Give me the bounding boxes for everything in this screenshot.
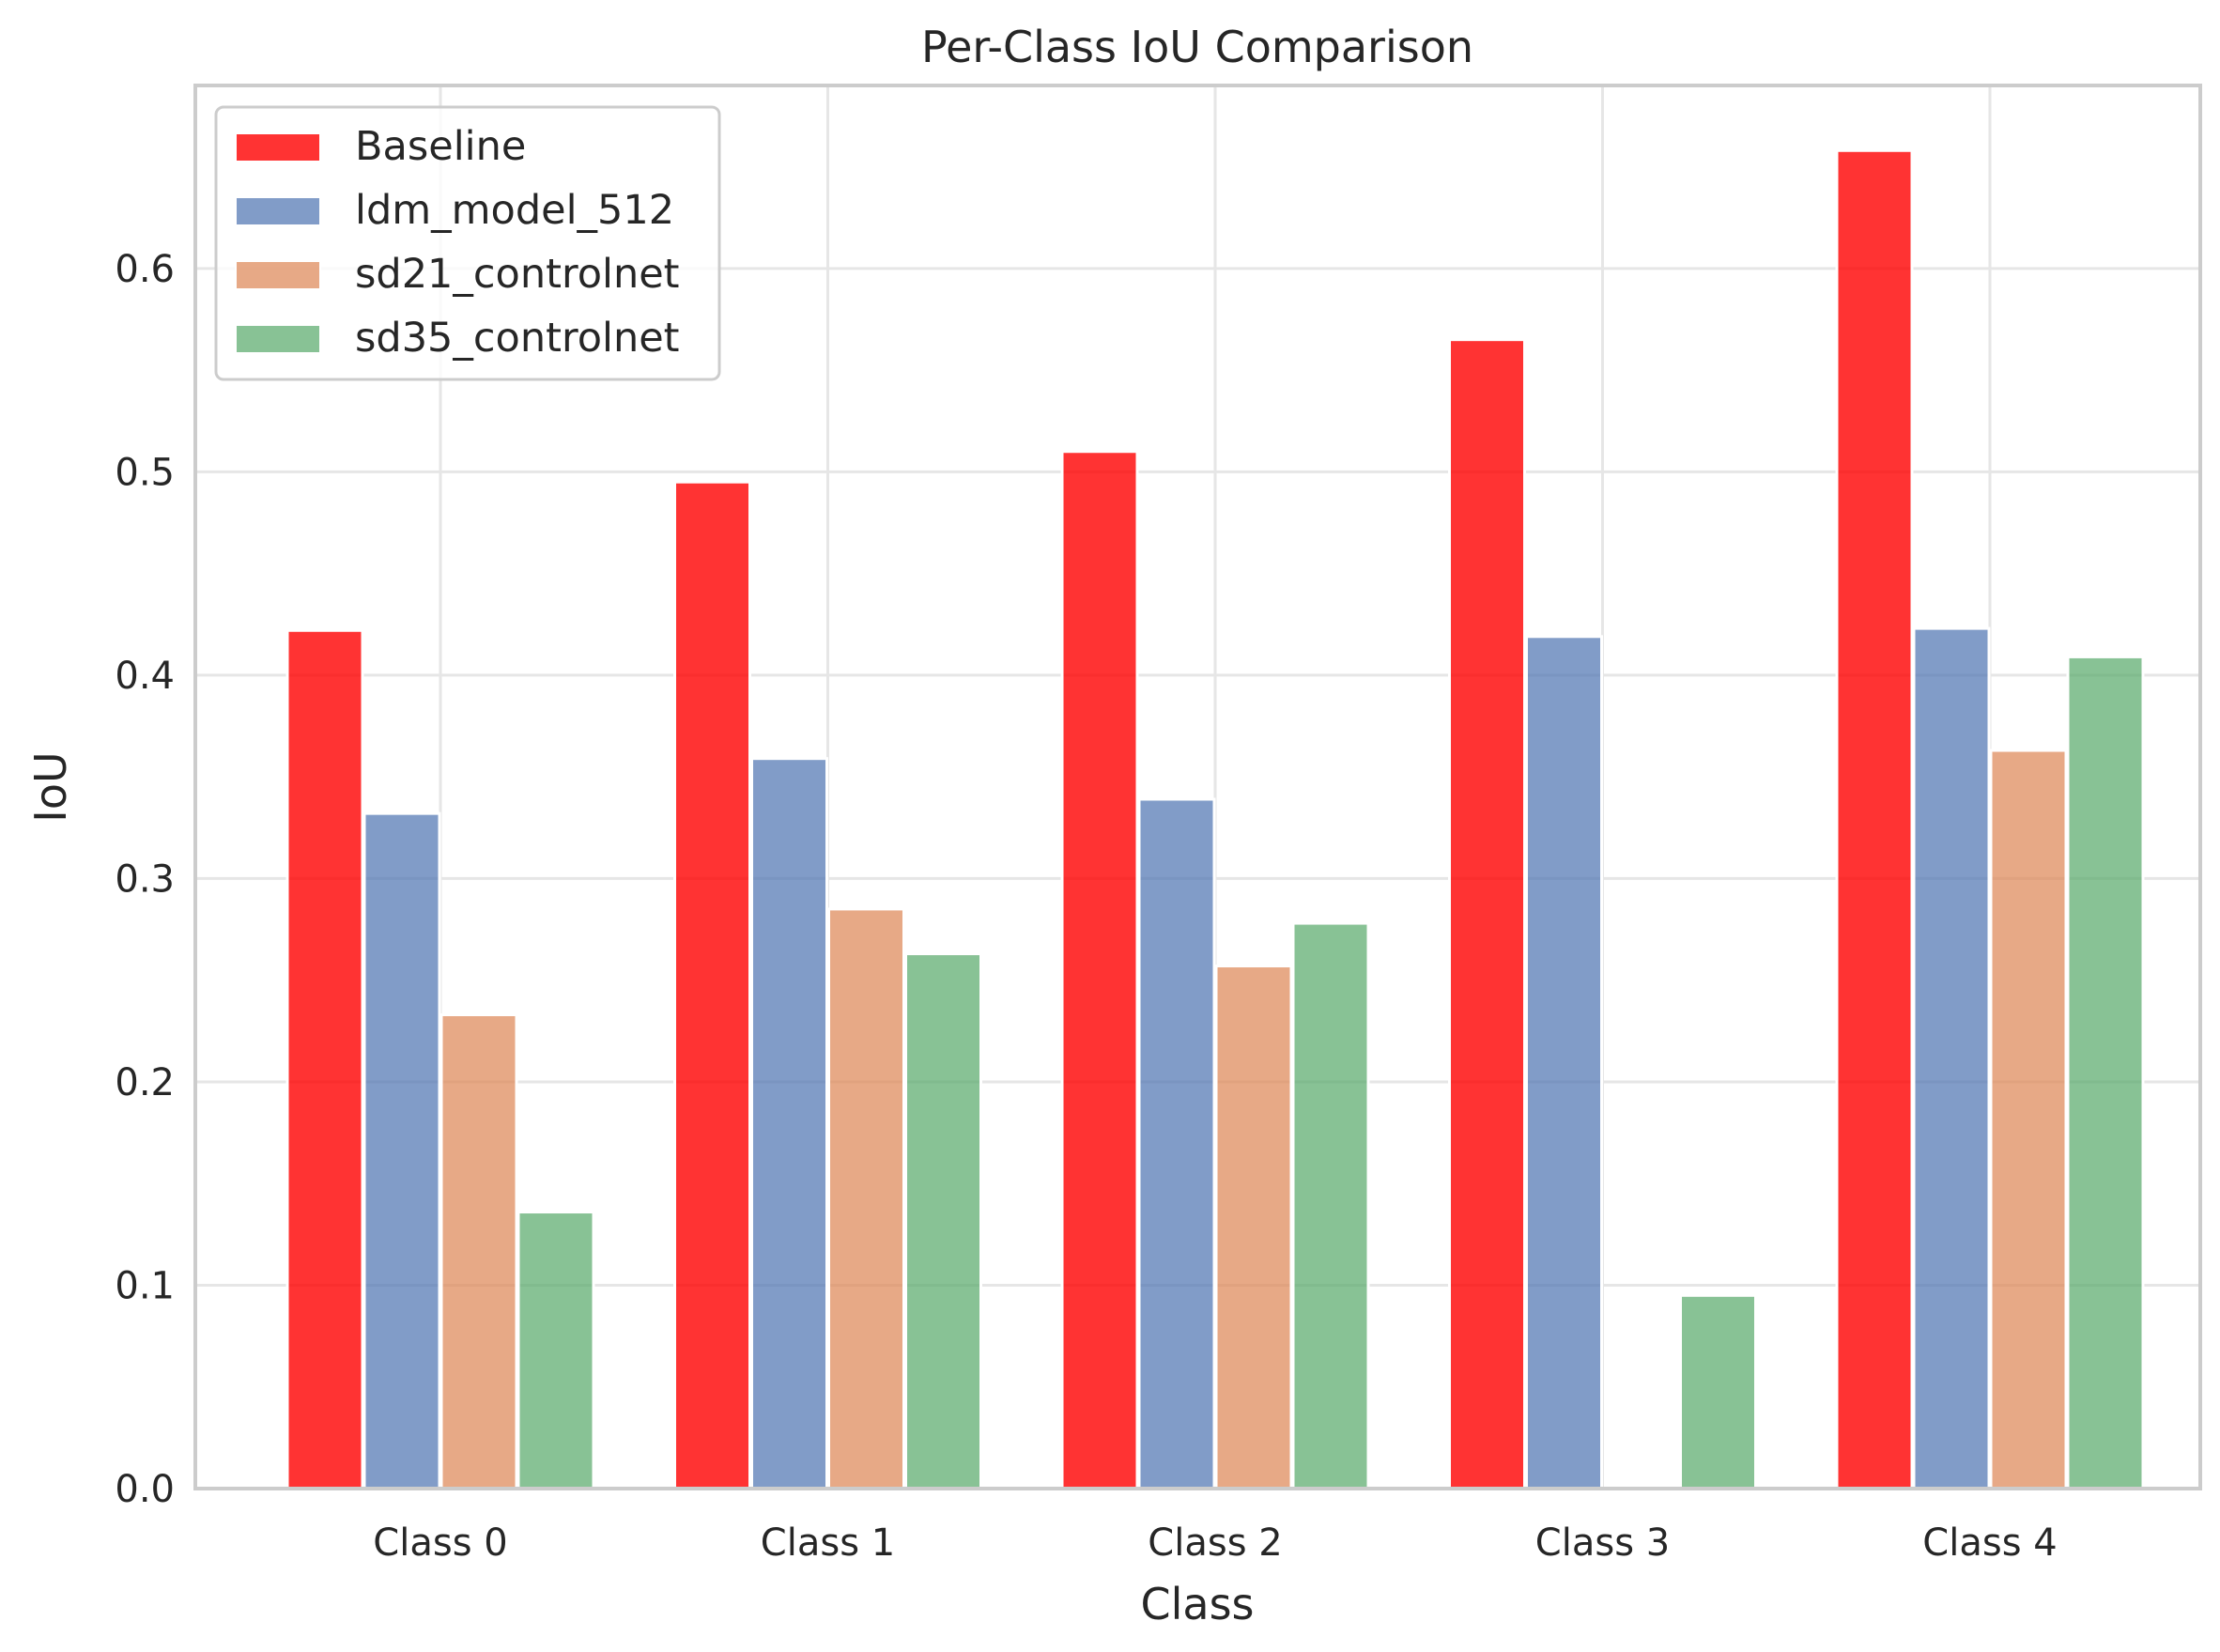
chart-title: Per-Class IoU Comparison — [921, 22, 1473, 72]
legend-swatch — [235, 196, 321, 226]
y-axis-label: IoU — [25, 751, 76, 822]
bar-sd21_controlnet-class-1 — [827, 907, 905, 1490]
x-tick-label: Class 3 — [1535, 1521, 1670, 1565]
y-tick-label: 0.5 — [115, 451, 175, 494]
legend-swatch — [235, 260, 321, 290]
bar-ldm_model_512-class-2 — [1137, 797, 1216, 1490]
y-tick-label: 0.4 — [115, 655, 175, 698]
legend-items: Baseline ldm_model_512 sd21_controlnet sd35… — [235, 123, 680, 362]
y-tick-label: 0.3 — [115, 857, 175, 901]
legend-swatch — [235, 132, 321, 162]
plot-frame — [193, 84, 2202, 1490]
bar-Baseline-class-2 — [1060, 450, 1139, 1490]
bar-ldm_model_512-class-3 — [1525, 635, 1603, 1490]
bar-sd35_controlnet-class-2 — [1291, 921, 1370, 1490]
x-tick-label: Class 2 — [1148, 1521, 1282, 1565]
bar-sd35_controlnet-class-1 — [904, 952, 982, 1490]
y-ticks: 0.0 0.1 0.2 0.3 0.4 0.5 0.6 — [115, 248, 175, 1511]
legend-label: ldm_model_512 — [355, 187, 674, 234]
bar-Baseline-class-0 — [285, 628, 364, 1490]
y-tick-label: 0.6 — [115, 248, 175, 291]
legend-label: Baseline — [355, 123, 526, 170]
y-tick-label: 0.2 — [115, 1061, 175, 1104]
bar-sd21_controlnet-class-2 — [1214, 965, 1293, 1490]
legend: Baseline ldm_model_512 sd21_controlnet sd35… — [214, 105, 721, 381]
bar-ldm_model_512-class-4 — [1912, 626, 1991, 1490]
bar-sd21_controlnet-class-0 — [439, 1013, 518, 1490]
legend-box — [214, 105, 721, 381]
x-axis-label: Class — [1140, 1579, 1254, 1629]
x-ticks: Class 0 Class 1 Class 2 Class 3 Class 4 — [373, 1521, 2057, 1565]
bar-sd21_controlnet-class-4 — [1989, 749, 2068, 1490]
bars-layer — [285, 148, 2145, 1490]
bar-Baseline-class-3 — [1448, 338, 1526, 1490]
bar-ldm_model_512-class-0 — [362, 811, 441, 1490]
bar-sd35_controlnet-class-3 — [1679, 1293, 1757, 1490]
legend-swatch — [235, 324, 321, 354]
bar-sd35_controlnet-class-4 — [2066, 655, 2145, 1490]
bar-Baseline-class-4 — [1835, 148, 1914, 1490]
x-tick-label: Class 0 — [373, 1521, 507, 1565]
bar-ldm_model_512-class-1 — [750, 757, 828, 1490]
bar-sd35_controlnet-class-0 — [516, 1211, 595, 1490]
legend-label: sd35_controlnet — [355, 315, 680, 362]
y-tick-label: 0.1 — [115, 1264, 175, 1307]
bar-Baseline-class-1 — [673, 480, 751, 1490]
y-tick-label: 0.0 — [115, 1468, 175, 1511]
x-tick-label: Class 1 — [761, 1521, 895, 1565]
x-tick-label: Class 4 — [1922, 1521, 2057, 1565]
legend-label: sd21_controlnet — [355, 251, 680, 298]
